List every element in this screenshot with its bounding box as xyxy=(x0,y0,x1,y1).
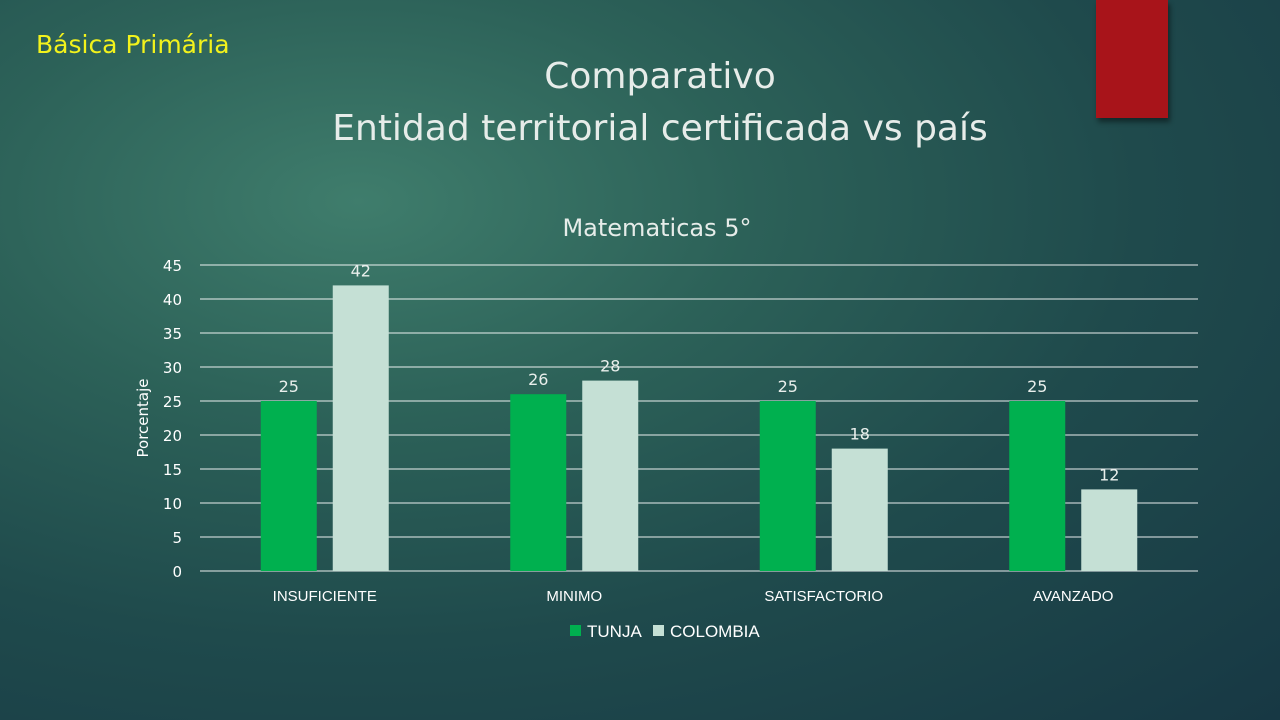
bar-colombia xyxy=(332,285,389,571)
y-tick-label: 0 xyxy=(172,563,182,581)
y-tick-label: 45 xyxy=(163,257,182,275)
bar-tunja xyxy=(260,401,317,571)
legend-label: COLOMBIA xyxy=(670,622,760,641)
data-label: 25 xyxy=(1027,377,1047,396)
bar-colombia xyxy=(1081,489,1138,571)
x-category-label: INSUFICIENTE xyxy=(273,588,377,605)
y-axis-label: Porcentaje xyxy=(134,379,152,458)
slide-title-line2: Entidad territorial certificada vs país xyxy=(332,108,988,149)
bar-colombia xyxy=(831,448,888,571)
decorative-red-block xyxy=(1096,0,1168,118)
y-tick-label: 10 xyxy=(163,495,182,513)
bar-tunja xyxy=(510,394,567,571)
bar-colombia xyxy=(582,380,639,571)
y-tick-label: 25 xyxy=(163,393,182,411)
bar-tunja xyxy=(759,401,816,571)
y-tick-label: 30 xyxy=(163,359,182,377)
legend-label: TUNJA xyxy=(587,622,642,641)
y-tick-label: 40 xyxy=(163,291,182,309)
y-tick-label: 20 xyxy=(163,427,182,445)
bar-tunja xyxy=(1009,401,1066,571)
x-category-label: AVANZADO xyxy=(1033,588,1113,605)
y-tick-label: 35 xyxy=(163,325,182,343)
legend-swatch-tunja xyxy=(570,625,581,636)
y-tick-label: 5 xyxy=(172,529,182,547)
data-label: 42 xyxy=(351,261,371,280)
data-label: 12 xyxy=(1099,465,1119,484)
legend-swatch-colombia xyxy=(653,625,664,636)
data-label: 26 xyxy=(528,370,548,389)
slide-title-line1: Comparativo xyxy=(544,56,776,97)
x-category-label: SATISFACTORIO xyxy=(764,588,883,605)
data-label: 18 xyxy=(850,425,870,444)
y-tick-label: 15 xyxy=(163,461,182,479)
data-label: 25 xyxy=(778,377,798,396)
data-label: 28 xyxy=(600,357,620,376)
chart-title: Matematicas 5° xyxy=(562,214,751,242)
x-category-label: MINIMO xyxy=(546,588,602,605)
section-tag: Básica Primária xyxy=(36,30,230,59)
data-label: 25 xyxy=(279,377,299,396)
